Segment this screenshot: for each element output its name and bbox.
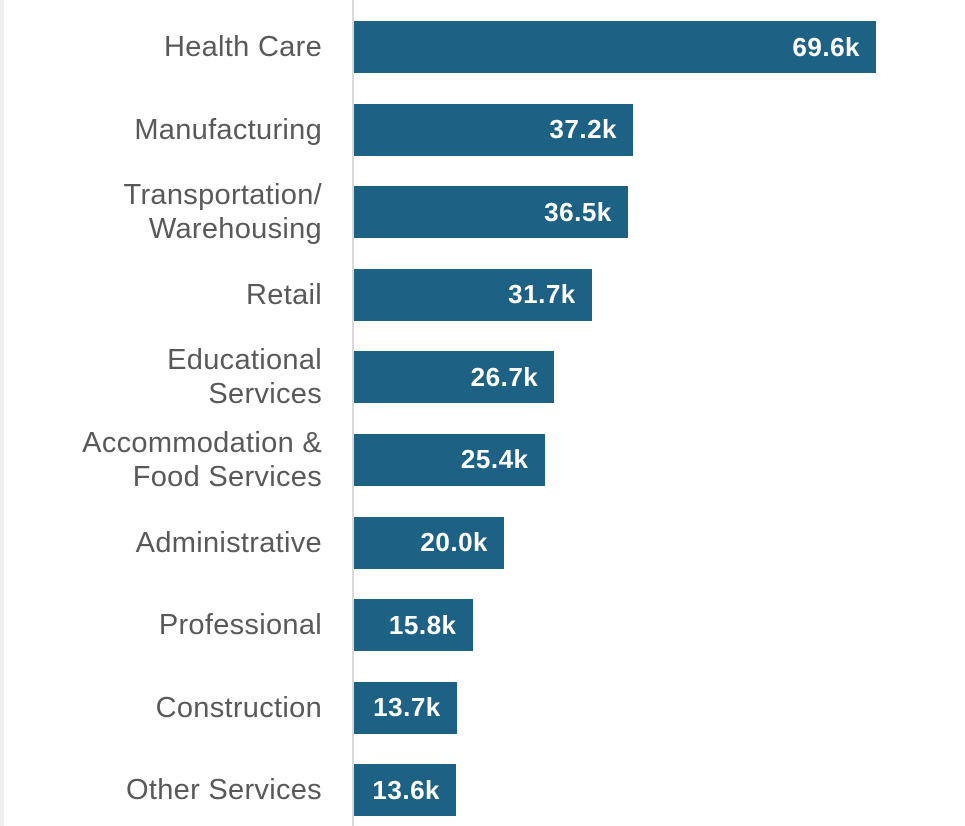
bar-band: Other Services 13.6k	[0, 764, 965, 817]
bar-value-label: 13.7k	[373, 692, 441, 723]
bar-row: Health Care 69.6k	[0, 0, 965, 83]
bar-band: Construction 13.7k	[0, 681, 965, 734]
bar-value-label: 13.6k	[372, 774, 440, 805]
bar-row: Transportation/Warehousing 36.5k	[0, 165, 965, 248]
bar-track: 69.6k	[354, 21, 965, 73]
category-label: Construction	[155, 691, 322, 724]
bar-track: 13.6k	[354, 764, 965, 817]
bar: 20.0k	[354, 516, 504, 569]
category-label: Administrative	[135, 526, 322, 559]
bar-track: 20.0k	[354, 516, 965, 569]
bar-value-label: 26.7k	[470, 361, 539, 392]
bar-band: Retail 31.7k	[0, 268, 965, 321]
category-label: Manufacturing	[134, 113, 322, 146]
bar-row: Educational Services 26.7k	[0, 330, 965, 413]
category-label: Educational Services	[167, 344, 322, 411]
bar-track: 15.8k	[354, 599, 965, 652]
bar-row: Other Services 13.6k	[0, 743, 965, 826]
bar-row: Administrative 20.0k	[0, 496, 965, 579]
bar-value-label: 37.2k	[549, 114, 617, 145]
bar-value-label: 20.0k	[420, 527, 488, 558]
bar-value-label: 36.5k	[544, 196, 612, 227]
bar: 37.2k	[354, 103, 633, 156]
category-label: Transportation/Warehousing	[123, 179, 322, 246]
bar-row: Construction 13.7k	[0, 661, 965, 744]
bar: 13.7k	[354, 681, 457, 734]
bar-value-label: 15.8k	[388, 609, 457, 640]
category-label: Other Services	[126, 774, 322, 807]
bar-track: 31.7k	[354, 268, 965, 321]
left-edge-border	[0, 0, 4, 826]
bar-track: 36.5k	[354, 186, 965, 239]
bar-value-label: 25.4k	[460, 444, 529, 475]
category-label: Professional	[158, 609, 322, 642]
category-label: Health Care	[163, 31, 322, 63]
bar-row: Professional 15.8k	[0, 578, 965, 661]
bar-band: Manufacturing 37.2k	[0, 103, 965, 156]
bar: 25.4k	[354, 433, 545, 486]
bar: 15.8k	[354, 599, 473, 652]
bar-band: Health Care 69.6k	[0, 21, 965, 73]
bar-row: Accommodation & Food Services 25.4k	[0, 413, 965, 496]
bar-track: 37.2k	[354, 103, 965, 156]
bar-row: Manufacturing 37.2k	[0, 83, 965, 166]
bar-band: Accommodation & Food Services 25.4k	[0, 427, 965, 493]
bar: 26.7k	[354, 351, 555, 404]
bar-value-label: 69.6k	[792, 31, 860, 62]
bar-track: 25.4k	[354, 433, 965, 486]
bar-band: Transportation/Warehousing 36.5k	[0, 179, 965, 245]
bar-track: 26.7k	[354, 351, 965, 404]
bar: 31.7k	[354, 268, 592, 321]
category-label: Retail	[246, 278, 322, 311]
category-label: Accommodation & Food Services	[82, 426, 322, 493]
bar: 13.6k	[354, 764, 456, 817]
bar-band: Professional 15.8k	[0, 599, 965, 652]
bar-row: Retail 31.7k	[0, 248, 965, 331]
bar-track: 13.7k	[354, 681, 965, 734]
bar-band: Educational Services 26.7k	[0, 344, 965, 410]
bar-value-label: 31.7k	[508, 279, 576, 310]
y-axis-line	[352, 0, 354, 826]
bar: 36.5k	[354, 186, 628, 239]
bar-band: Administrative 20.0k	[0, 516, 965, 569]
bar: 69.6k	[354, 21, 876, 73]
